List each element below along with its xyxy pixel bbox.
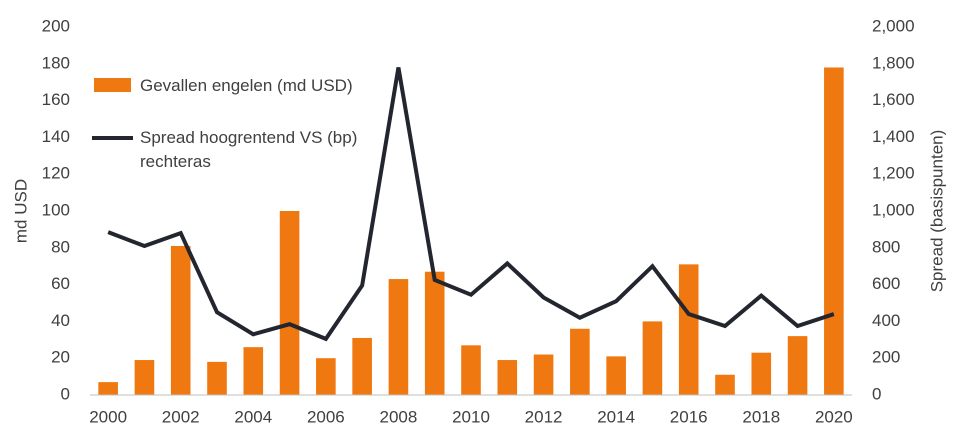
bar xyxy=(352,337,372,395)
y-tick-label: 180 xyxy=(42,53,70,72)
bar xyxy=(170,245,191,395)
x-tick-label: 2004 xyxy=(234,407,272,426)
y2-tick-label: 1,800 xyxy=(872,53,915,72)
y-axis-label: md USD xyxy=(11,179,30,243)
x-tick-label: 2010 xyxy=(452,407,490,426)
bar xyxy=(388,279,409,395)
bar xyxy=(715,374,735,395)
legend-swatch-line xyxy=(92,136,133,140)
y2-tick-label: 1,200 xyxy=(872,164,915,183)
y-tick-label: 200 xyxy=(42,16,70,35)
bar xyxy=(824,67,844,395)
x-tick-label: 2014 xyxy=(597,407,635,426)
y-tick-label: 80 xyxy=(51,237,70,256)
bar xyxy=(98,382,118,395)
y-tick-label: 60 xyxy=(51,274,70,293)
x-tick-label: 2020 xyxy=(815,407,853,426)
y-tick-label: 0 xyxy=(61,384,70,403)
y-tick-label: 100 xyxy=(42,200,70,219)
y2-tick-label: 200 xyxy=(872,348,900,367)
legend-label: Spread hoogrentend VS (bp) rechteras xyxy=(140,128,358,171)
x-tick-label: 2006 xyxy=(307,407,345,426)
bar xyxy=(751,352,772,395)
legend-label: Gevallen engelen (md USD) xyxy=(140,76,353,95)
bar xyxy=(134,360,155,395)
x-tick-label: 2000 xyxy=(89,407,127,426)
y2-tick-label: 800 xyxy=(872,237,900,256)
y2-tick-label: 2,000 xyxy=(872,16,915,35)
legend-swatch-bar xyxy=(94,78,131,92)
y-tick-label: 120 xyxy=(42,164,70,183)
y-tick-label: 20 xyxy=(51,348,70,367)
bar xyxy=(279,211,300,395)
y-tick-label: 40 xyxy=(51,311,70,330)
bar xyxy=(207,361,227,395)
x-tick-label: 2012 xyxy=(525,407,563,426)
bar xyxy=(316,358,336,395)
y-tick-label: 140 xyxy=(42,127,70,146)
bar xyxy=(606,356,626,395)
bar xyxy=(678,264,699,395)
x-tick-label: 2008 xyxy=(380,407,418,426)
bar xyxy=(243,347,264,395)
bar xyxy=(424,271,445,395)
y2-tick-label: 1,600 xyxy=(872,90,915,109)
y2-axis-label: Spread (basispunten) xyxy=(927,130,946,293)
y2-tick-label: 400 xyxy=(872,311,900,330)
bar xyxy=(787,336,808,395)
x-tick-label: 2018 xyxy=(742,407,780,426)
y2-tick-label: 0 xyxy=(872,384,881,403)
y2-tick-label: 600 xyxy=(872,274,900,293)
x-tick-label: 2002 xyxy=(162,407,200,426)
bar xyxy=(642,321,663,395)
x-tick-label: 2016 xyxy=(670,407,708,426)
bar xyxy=(570,328,590,395)
bar xyxy=(497,360,518,395)
y2-tick-label: 1,400 xyxy=(872,127,915,146)
bar xyxy=(461,345,481,395)
y-tick-label: 160 xyxy=(42,90,70,109)
y2-tick-label: 1,000 xyxy=(872,200,915,219)
bar xyxy=(533,354,554,395)
line xyxy=(107,67,835,342)
